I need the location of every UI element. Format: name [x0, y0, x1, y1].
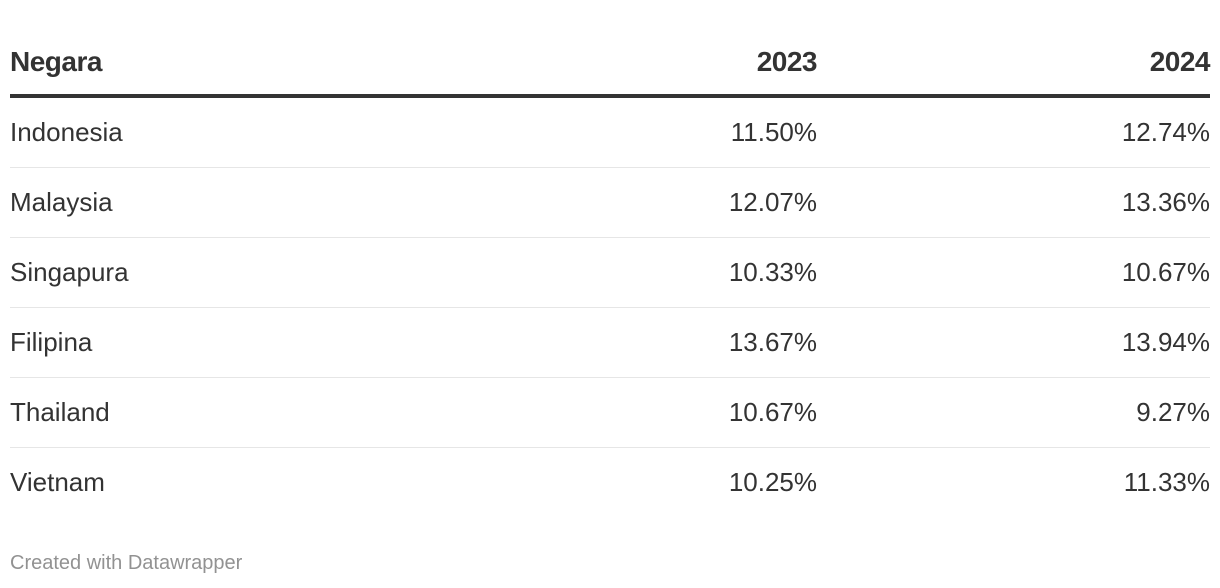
cell-2023: 12.07% [420, 167, 817, 238]
cell-2024: 11.33% [1123, 467, 1210, 497]
cell-country: Malaysia [10, 167, 420, 238]
datawrapper-credit[interactable]: Created with Datawrapper [10, 552, 243, 574]
table-row: Vietnam 10.25% 11.33% [10, 448, 1210, 518]
cell-2023: 13.67% [420, 307, 817, 378]
column-header-country[interactable]: Negara [10, 30, 420, 98]
table-row: Thailand 10.67% 9.27% [10, 377, 1210, 448]
cell-2024: 10.67% [817, 237, 1210, 308]
data-table: Negara 2023 2024 Indonesia 11.50% 12.74%… [10, 30, 1211, 518]
cell-2023: 11.50% [420, 96, 817, 168]
cell-country: Thailand [10, 377, 420, 448]
cell-2023: 10.67% [420, 377, 817, 448]
column-header-2024[interactable]: 2024 [817, 30, 1211, 98]
cell-2024: 13.94% [817, 307, 1210, 378]
table-row: Filipina 13.67% 13.94% [10, 307, 1210, 378]
column-header-2023[interactable]: 2023 [420, 30, 818, 98]
cell-country: Vietnam [10, 467, 105, 497]
cell-country: Filipina [10, 307, 420, 378]
cell-2024: 9.27% [817, 377, 1210, 448]
cell-2024: 12.74% [817, 96, 1210, 168]
cell-2023: 10.25% [728, 467, 817, 497]
cell-2024: 13.36% [817, 167, 1210, 238]
table-row: Indonesia 11.50% 12.74% [10, 96, 1210, 168]
cell-country: Singapura [10, 237, 420, 308]
table-header-row: Negara 2023 2024 [10, 30, 1211, 98]
cell-country: Indonesia [10, 96, 420, 168]
data-table-container: Negara 2023 2024 Indonesia 11.50% 12.74%… [10, 30, 1211, 518]
table-row: Singapura 10.33% 10.67% [10, 237, 1210, 308]
table-row: Malaysia 12.07% 13.36% [10, 167, 1210, 238]
cell-2023: 10.33% [420, 237, 817, 308]
